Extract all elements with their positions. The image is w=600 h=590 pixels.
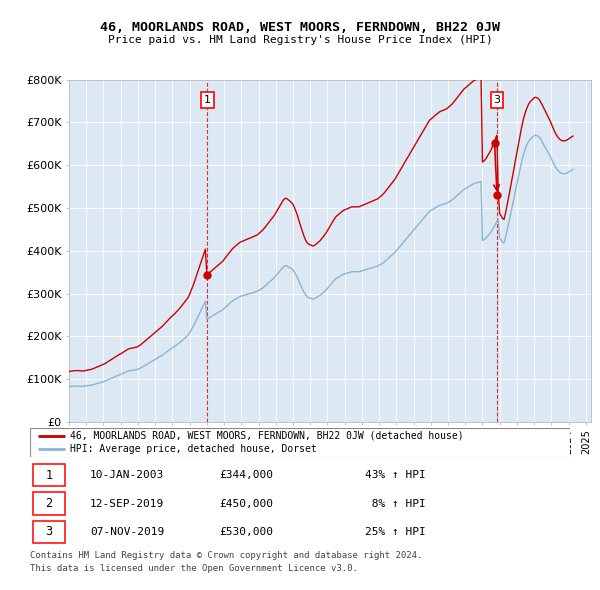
Text: 07-NOV-2019: 07-NOV-2019 [90,527,164,537]
Text: 2: 2 [46,497,52,510]
Text: 46, MOORLANDS ROAD, WEST MOORS, FERNDOWN, BH22 0JW: 46, MOORLANDS ROAD, WEST MOORS, FERNDOWN… [100,21,500,34]
Text: Contains HM Land Registry data © Crown copyright and database right 2024.: Contains HM Land Registry data © Crown c… [30,551,422,560]
Text: This data is licensed under the Open Government Licence v3.0.: This data is licensed under the Open Gov… [30,564,358,573]
Text: 25% ↑ HPI: 25% ↑ HPI [365,527,425,537]
Text: 8% ↑ HPI: 8% ↑ HPI [365,499,425,509]
Text: 1: 1 [46,468,52,482]
Text: 12-SEP-2019: 12-SEP-2019 [90,499,164,509]
Text: £530,000: £530,000 [219,527,273,537]
FancyBboxPatch shape [33,521,65,543]
FancyBboxPatch shape [33,464,65,486]
Text: 43% ↑ HPI: 43% ↑ HPI [365,470,425,480]
Text: 1: 1 [204,95,211,105]
Text: 10-JAN-2003: 10-JAN-2003 [90,470,164,480]
Text: 3: 3 [494,95,500,105]
FancyBboxPatch shape [30,428,570,457]
Text: £344,000: £344,000 [219,470,273,480]
Text: 46, MOORLANDS ROAD, WEST MOORS, FERNDOWN, BH22 0JW (detached house): 46, MOORLANDS ROAD, WEST MOORS, FERNDOWN… [71,431,464,441]
Text: Price paid vs. HM Land Registry's House Price Index (HPI): Price paid vs. HM Land Registry's House … [107,35,493,45]
Text: £450,000: £450,000 [219,499,273,509]
FancyBboxPatch shape [33,493,65,514]
Text: 3: 3 [46,525,52,539]
Text: HPI: Average price, detached house, Dorset: HPI: Average price, detached house, Dors… [71,444,317,454]
